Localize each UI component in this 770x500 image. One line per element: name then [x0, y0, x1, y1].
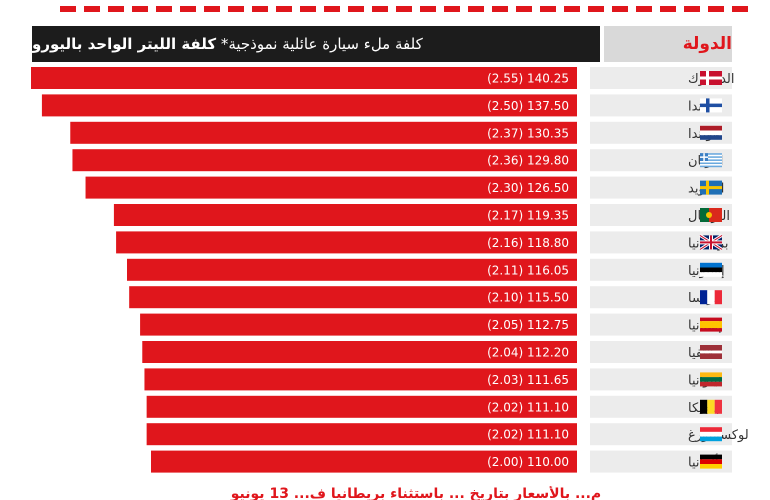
- bar: [113, 204, 577, 226]
- country-cell: [590, 395, 732, 418]
- country-cell: [590, 149, 732, 172]
- bar: [151, 450, 577, 473]
- flag-uk-icon: [699, 234, 723, 251]
- bar: [72, 149, 578, 172]
- data-label: (2.30) 126.50: [487, 181, 569, 195]
- data-label: (2.50) 137.50: [487, 99, 569, 113]
- flag-lithuania-icon: [700, 372, 722, 387]
- data-label: (2.16) 118.80: [487, 236, 569, 250]
- flag-greece-icon: [700, 153, 722, 168]
- country-cell: [590, 368, 732, 391]
- bar: [142, 341, 578, 363]
- flag-netherlands-icon: [700, 125, 722, 140]
- bar: [85, 176, 577, 199]
- data-label: (2.02) 111.10: [487, 428, 569, 442]
- country-cell: [590, 121, 732, 144]
- flag-finland-icon: [700, 98, 722, 113]
- data-label: (2.05) 112.75: [487, 318, 569, 332]
- flag-spain-icon: [700, 317, 722, 332]
- cost-column-header: كلفة ملء سيارة عائلية نموذجية* كلفة اللي…: [32, 26, 600, 62]
- bar: [127, 258, 577, 281]
- bar: [129, 286, 577, 309]
- flag-estonia-icon: [700, 262, 722, 277]
- country-cell: [590, 450, 732, 473]
- flag-portugal-icon: [700, 208, 722, 222]
- flag-france-icon: [700, 290, 722, 305]
- bar: [31, 67, 577, 89]
- bar: [41, 94, 577, 117]
- country-column-header: الدولة: [604, 26, 732, 62]
- cost-header-bold: كلفة الليتر الواحد باليورو: [32, 35, 217, 53]
- cost-header-normal: كلفة ملء سيارة عائلية نموذجية*: [220, 35, 423, 53]
- flag-latvia-icon: [700, 345, 722, 359]
- data-label: (2.11) 116.05: [487, 263, 569, 277]
- country-cell: [590, 176, 732, 199]
- data-label: (2.17) 119.35: [487, 209, 569, 223]
- bar: [140, 313, 577, 336]
- bar: [144, 368, 578, 391]
- country-cell: [590, 94, 732, 117]
- flag-luxembourg-icon: [700, 427, 722, 442]
- bar: [70, 121, 577, 144]
- top-dashed-decoration: [60, 6, 750, 12]
- country-cell: [590, 286, 732, 309]
- flag-belgium-icon: [700, 399, 722, 414]
- country-cell: [590, 313, 732, 336]
- data-label: (2.00) 110.00: [487, 455, 569, 469]
- bar: [146, 395, 578, 418]
- country-cell: [590, 204, 732, 226]
- data-label: (2.36) 129.80: [487, 154, 569, 168]
- country-cell: [590, 341, 732, 363]
- bar: [116, 231, 577, 254]
- data-label: (2.02) 111.10: [487, 400, 569, 414]
- data-label: (2.55) 140.25: [487, 72, 569, 86]
- country-cell: [590, 258, 732, 281]
- data-label: (2.04) 112.20: [487, 346, 569, 360]
- data-label: (2.10) 115.50: [487, 291, 569, 305]
- flag-denmark-icon: [700, 71, 722, 85]
- country-cell: [590, 67, 732, 89]
- country-cell: [590, 423, 732, 446]
- footer-note: م... بالأسعار بتاريخ ... باستثناء بريطان…: [230, 486, 602, 500]
- bar: [146, 423, 578, 446]
- flag-sweden-icon: [700, 180, 722, 195]
- flag-germany-icon: [700, 454, 722, 469]
- data-label: (2.37) 130.35: [487, 126, 569, 140]
- country-cell: [590, 231, 732, 254]
- data-label: (2.03) 111.65: [487, 373, 569, 387]
